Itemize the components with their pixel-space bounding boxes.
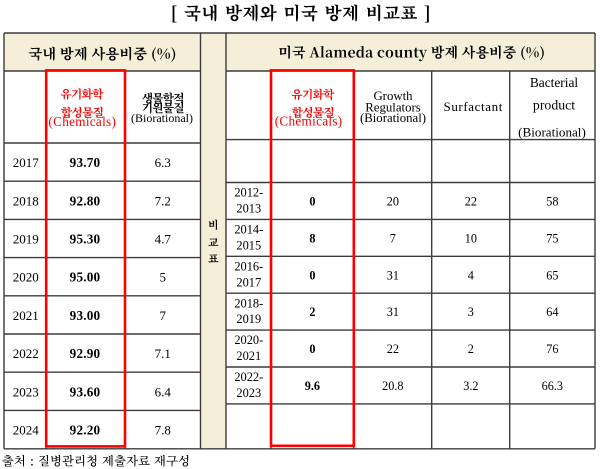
svg-text:3.2: 3.2 — [463, 379, 478, 393]
svg-text:66.3: 66.3 — [542, 379, 563, 393]
svg-text:2019: 2019 — [13, 232, 39, 247]
svg-text:4: 4 — [468, 268, 474, 282]
svg-text:(Biorational): (Biorational) — [360, 111, 426, 125]
svg-text:3: 3 — [468, 305, 474, 319]
svg-text:2014-: 2014- — [234, 222, 263, 236]
svg-text:31: 31 — [387, 305, 399, 319]
svg-text:2015: 2015 — [236, 238, 261, 252]
svg-text:2012-: 2012- — [234, 186, 263, 200]
svg-text:Regulators: Regulators — [365, 100, 420, 114]
svg-text:2018: 2018 — [13, 193, 39, 208]
svg-text:75: 75 — [546, 231, 558, 245]
svg-text:9.6: 9.6 — [305, 379, 320, 393]
svg-text:8: 8 — [309, 231, 315, 245]
svg-text:2022-: 2022- — [234, 370, 263, 384]
svg-text:64: 64 — [546, 305, 558, 319]
svg-text:(Chemicals): (Chemicals) — [275, 113, 343, 128]
svg-text:product: product — [533, 98, 575, 113]
svg-text:92.90: 92.90 — [70, 346, 101, 361]
svg-text:6.3: 6.3 — [155, 155, 171, 170]
svg-text:22: 22 — [465, 194, 477, 208]
svg-text:7.2: 7.2 — [155, 193, 171, 208]
svg-text:92.80: 92.80 — [70, 193, 101, 208]
svg-text:(Biorational): (Biorational) — [131, 111, 193, 125]
svg-text:2023: 2023 — [236, 386, 261, 400]
svg-text:92.20: 92.20 — [70, 423, 101, 438]
svg-text:22: 22 — [387, 342, 399, 356]
svg-text:2019: 2019 — [236, 312, 261, 326]
svg-text:2023: 2023 — [13, 384, 39, 399]
svg-text:2022: 2022 — [13, 346, 39, 361]
svg-text:20.8: 20.8 — [382, 379, 403, 393]
svg-text:58: 58 — [546, 194, 558, 208]
svg-text:93.60: 93.60 — [70, 384, 101, 399]
svg-text:7.1: 7.1 — [155, 346, 171, 361]
svg-text:7: 7 — [160, 308, 167, 323]
svg-text:7: 7 — [390, 231, 396, 245]
svg-text:65: 65 — [546, 268, 558, 282]
svg-text:4.7: 4.7 — [155, 232, 172, 247]
svg-text:93.00: 93.00 — [70, 308, 101, 323]
svg-text:2020-: 2020- — [234, 333, 263, 347]
svg-text:2021: 2021 — [236, 349, 261, 363]
svg-text:31: 31 — [387, 268, 399, 282]
svg-text:6.4: 6.4 — [155, 384, 172, 399]
svg-text:2017: 2017 — [236, 275, 261, 289]
svg-text:0: 0 — [309, 194, 315, 208]
svg-text:Surfactant: Surfactant — [443, 99, 502, 114]
svg-text:2021: 2021 — [13, 308, 39, 323]
svg-text:5: 5 — [160, 270, 167, 285]
svg-text:93.70: 93.70 — [70, 155, 101, 170]
svg-text:2017: 2017 — [13, 155, 40, 170]
svg-text:10: 10 — [465, 231, 477, 245]
svg-text:7.8: 7.8 — [155, 423, 171, 438]
svg-text:2: 2 — [468, 342, 474, 356]
svg-text:2018-: 2018- — [234, 296, 263, 310]
svg-text:2020: 2020 — [13, 270, 39, 285]
svg-text:(Biorational): (Biorational) — [518, 124, 586, 139]
svg-text:2: 2 — [309, 305, 315, 319]
svg-text:0: 0 — [309, 342, 315, 356]
svg-text:95.30: 95.30 — [70, 232, 101, 247]
svg-text:2024: 2024 — [13, 423, 40, 438]
svg-text:0: 0 — [309, 268, 315, 282]
svg-text:95.00: 95.00 — [70, 270, 101, 285]
svg-text:(Chemicals): (Chemicals) — [48, 114, 116, 129]
svg-text:2016-: 2016- — [234, 259, 263, 273]
svg-text:Bacterial: Bacterial — [530, 75, 579, 90]
svg-text:Growth: Growth — [373, 89, 413, 103]
svg-text:2013: 2013 — [236, 201, 261, 215]
svg-text:76: 76 — [546, 342, 558, 356]
svg-text:20: 20 — [387, 194, 399, 208]
